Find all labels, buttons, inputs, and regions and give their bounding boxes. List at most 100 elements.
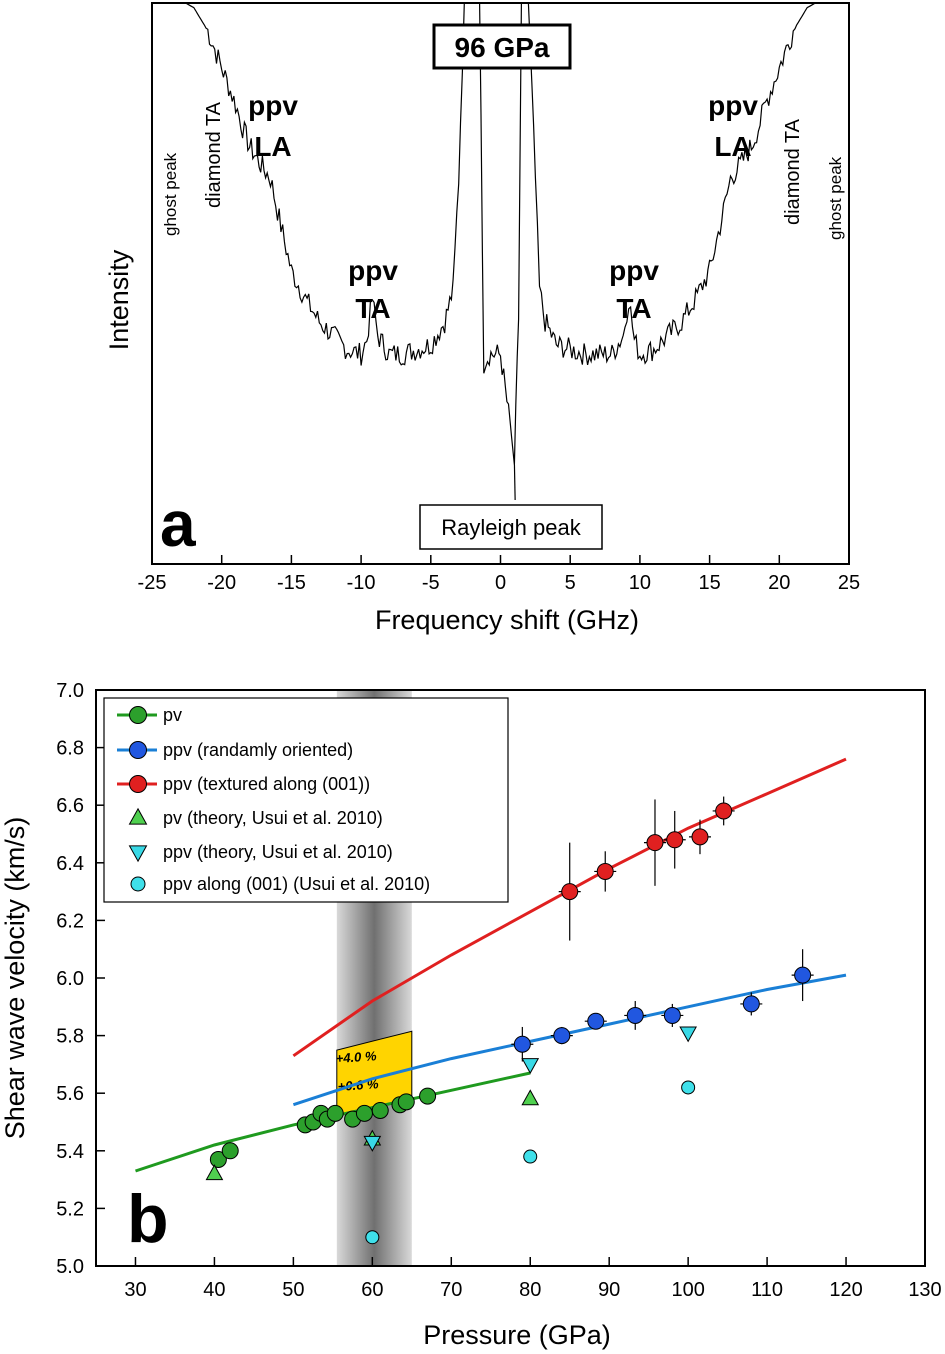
data-point bbox=[205, 1164, 224, 1181]
ppv-ta-right-line1: ppv bbox=[609, 255, 659, 286]
data-point bbox=[626, 1006, 644, 1024]
x-tick-label: 30 bbox=[124, 1279, 146, 1301]
data-point bbox=[363, 1135, 382, 1152]
legend-marker bbox=[129, 775, 147, 793]
pressure-title-box bbox=[432, 23, 572, 70]
y-tick-label: 7.0 bbox=[56, 680, 84, 702]
data-point bbox=[587, 1012, 605, 1030]
data-point bbox=[646, 834, 664, 852]
legend-items bbox=[117, 706, 157, 892]
data-point bbox=[679, 1026, 697, 1043]
x-tick-label: 70 bbox=[440, 1279, 462, 1301]
data-point bbox=[326, 1104, 344, 1122]
data-point bbox=[513, 1035, 531, 1053]
data-point bbox=[794, 966, 812, 984]
y-tick-label: 5.2 bbox=[56, 1198, 84, 1220]
data-point bbox=[371, 1101, 389, 1119]
data-point bbox=[681, 1080, 696, 1095]
panel-b-data-points bbox=[205, 796, 814, 1245]
rayleigh-dip bbox=[513, 464, 516, 501]
data-point bbox=[521, 1089, 540, 1106]
y-tick-label: 6.4 bbox=[56, 853, 84, 875]
ppv-ta-left-line1: ppv bbox=[348, 255, 398, 286]
data-point bbox=[209, 1150, 227, 1168]
diamond-ta-right-label: diamond TA bbox=[782, 118, 804, 225]
data-point bbox=[397, 1093, 415, 1111]
x-tick-label: 120 bbox=[829, 1279, 862, 1301]
ppv-la-right-line2: LA bbox=[714, 131, 751, 162]
ppv-ta-left-line2: TA bbox=[355, 293, 390, 324]
panel-a-y-label: Intensity bbox=[104, 249, 134, 350]
x-tick-label: 80 bbox=[519, 1279, 541, 1301]
y-tick-label: 5.8 bbox=[56, 1026, 84, 1048]
legend-label-pv: pv bbox=[163, 705, 182, 725]
data-point bbox=[221, 1142, 239, 1160]
x-tick-label: 50 bbox=[282, 1279, 304, 1301]
y-tick-label: 5.0 bbox=[56, 1256, 84, 1278]
x-tick-label: -20 bbox=[207, 572, 236, 594]
panel-a-x-ticks: -25 -20 -15 -10 -5 0 5 10 15 20 25 bbox=[138, 464, 860, 594]
legend-marker bbox=[128, 845, 148, 863]
x-tick-label: -5 bbox=[422, 572, 440, 594]
data-point bbox=[365, 1230, 380, 1245]
x-tick-label: 90 bbox=[598, 1279, 620, 1301]
y-tick-label: 6.6 bbox=[56, 795, 84, 817]
ppv-ta-right-line2: TA bbox=[616, 293, 651, 324]
data-point bbox=[419, 1087, 437, 1105]
y-tick-label: 5.4 bbox=[56, 1141, 84, 1163]
legend-label-ppv-textured: ppv (textured along (001)) bbox=[163, 774, 370, 794]
pressure-title: 96 GPa bbox=[455, 32, 550, 63]
rayleigh-box bbox=[419, 504, 603, 550]
x-tick-label: -25 bbox=[138, 572, 167, 594]
x-tick-label: 10 bbox=[629, 572, 651, 594]
x-tick-label: 130 bbox=[908, 1279, 941, 1301]
legend-label-ppv-theory: ppv (theory, Usui et al. 2010) bbox=[163, 842, 393, 862]
data-point bbox=[666, 831, 684, 849]
legend-label-ppv-001: ppv along (001) (Usui et al. 2010) bbox=[163, 874, 430, 894]
data-point bbox=[715, 802, 733, 820]
ghost-peak-left-label: ghost peak bbox=[161, 152, 180, 236]
y-tick-label: 6.2 bbox=[56, 910, 84, 932]
x-tick-label: 5 bbox=[565, 572, 576, 594]
panel-a-frame bbox=[151, 2, 850, 565]
panel-b: 30 40 50 60 70 80 90 100 110 120 130 5.0 5.2 5.4 5.6 5.… bbox=[0, 680, 942, 1350]
data-point bbox=[523, 1149, 538, 1164]
ppv-la-left-line1: ppv bbox=[248, 90, 298, 121]
panel-a: -25 -20 -15 -10 -5 0 5 10 15 20 25 96 GPa Rayleigh… bbox=[104, 2, 860, 635]
ppv-la-right-line1: ppv bbox=[708, 90, 758, 121]
x-tick-label: -15 bbox=[277, 572, 306, 594]
data-point bbox=[561, 883, 579, 901]
x-tick-label: 15 bbox=[698, 572, 720, 594]
data-point bbox=[742, 995, 760, 1013]
x-tick-label: 60 bbox=[361, 1279, 383, 1301]
x-tick-label: 0 bbox=[495, 572, 506, 594]
panel-a-letter: a bbox=[160, 488, 196, 560]
data-point bbox=[553, 1027, 571, 1045]
legend-marker bbox=[128, 807, 148, 825]
x-tick-label: 110 bbox=[751, 1279, 783, 1301]
legend-marker bbox=[129, 706, 147, 724]
ghost-peak-right-label: ghost peak bbox=[826, 156, 845, 240]
legend-label-pv-theory: pv (theory, Usui et al. 2010) bbox=[163, 808, 383, 828]
data-point bbox=[355, 1104, 373, 1122]
legend-marker bbox=[130, 876, 146, 892]
ppv-la-left-line2: LA bbox=[254, 131, 291, 162]
data-point bbox=[596, 862, 614, 880]
panel-b-x-label: Pressure (GPa) bbox=[423, 1320, 611, 1350]
panel-b-ticks: 30 40 50 60 70 80 90 100 110 120 130 5.0 5.2 5.4 5.6 5.… bbox=[56, 680, 942, 1301]
panel-b-letter: b bbox=[127, 1181, 169, 1257]
legend-label-ppv-random: ppv (randamly oriented) bbox=[163, 740, 353, 760]
legend-marker bbox=[129, 741, 147, 759]
pct-upper-label: +4.0 % bbox=[335, 1048, 377, 1066]
panel-b-y-label: Shear wave velocity (km/s) bbox=[0, 817, 30, 1140]
data-point bbox=[691, 828, 709, 846]
y-tick-label: 5.6 bbox=[56, 1083, 84, 1105]
y-tick-label: 6.8 bbox=[56, 738, 84, 760]
panel-a-x-label: Frequency shift (GHz) bbox=[375, 605, 639, 635]
x-tick-label: 40 bbox=[203, 1279, 225, 1301]
raman-spectrum-line bbox=[185, 2, 816, 466]
legend: pv ppv (randamly oriented) ppv (textured… bbox=[103, 697, 509, 903]
x-tick-label: 25 bbox=[838, 572, 860, 594]
x-tick-label: -10 bbox=[347, 572, 376, 594]
